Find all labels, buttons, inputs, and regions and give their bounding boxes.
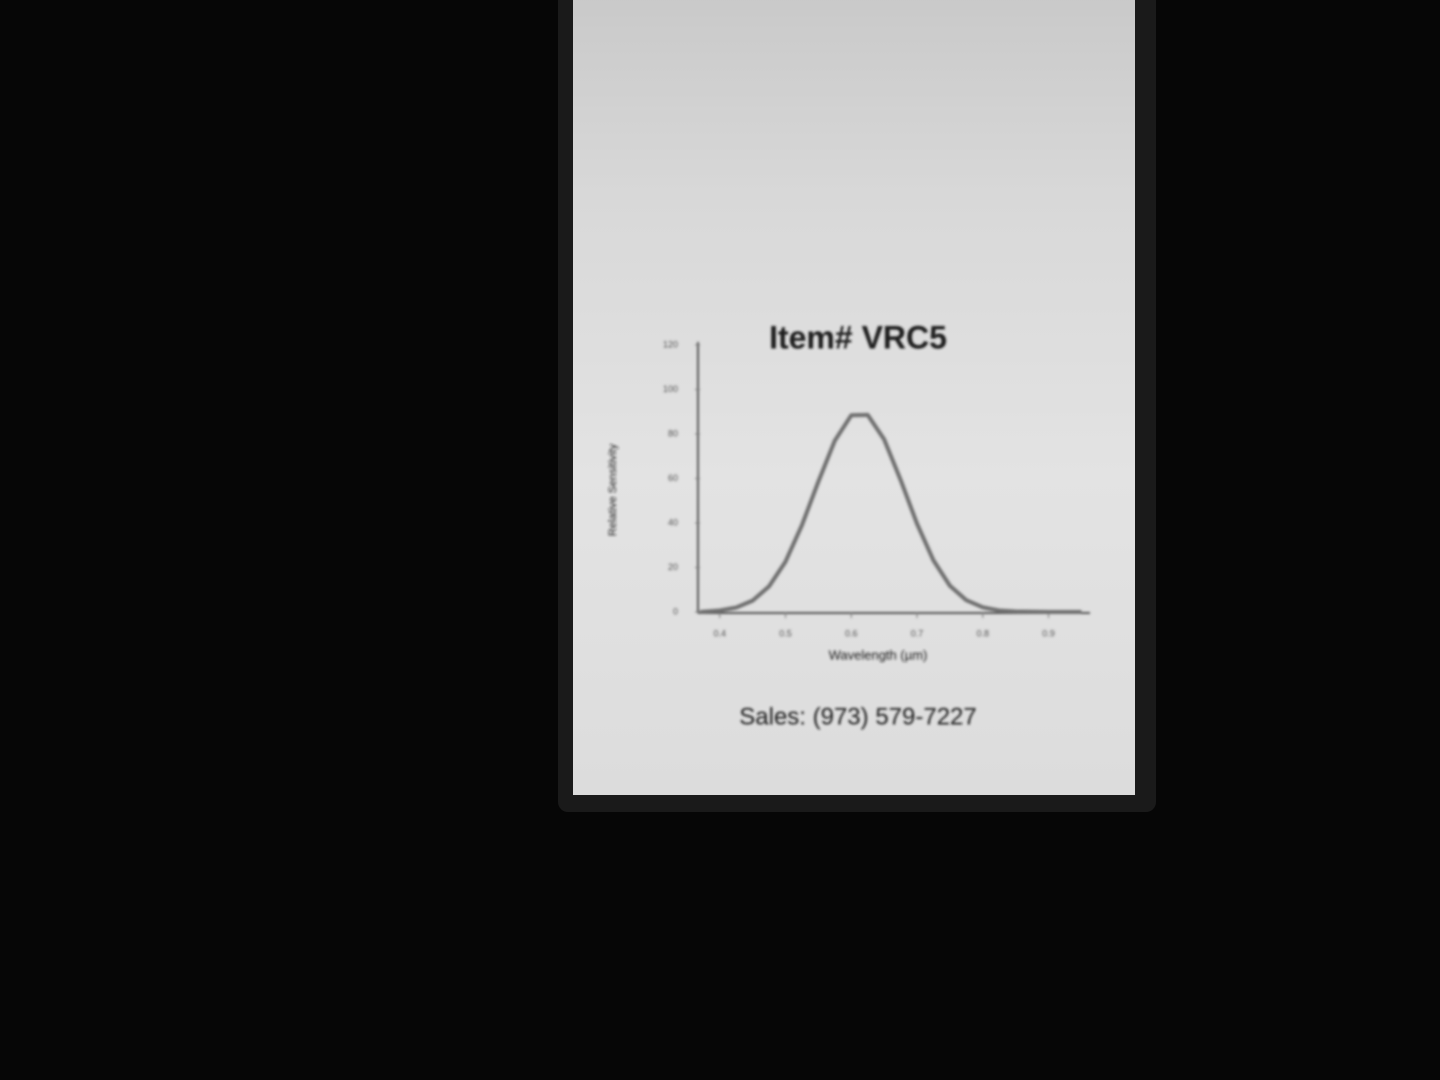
x-tick-label: 0.9 — [1042, 628, 1055, 638]
sales-phone: Sales: (973) 579-7227 — [739, 703, 977, 730]
y-tick-label: 100 — [663, 384, 678, 394]
sensitivity-curve — [699, 412, 1082, 614]
x-tick-label: 0.7 — [911, 628, 924, 638]
y-axis-label: Relative Sensitivity — [607, 443, 619, 536]
chart-title: Item# VRC5 — [769, 319, 947, 355]
x-axis-label: Wavelength (µm) — [829, 647, 928, 662]
y-tick-label: 120 — [663, 339, 678, 349]
y-tick-label: 80 — [668, 428, 678, 438]
card — [573, 0, 1135, 795]
y-tick-label: 60 — [668, 473, 678, 483]
x-tick-label: 0.5 — [779, 628, 792, 638]
y-tick-label: 40 — [668, 517, 678, 527]
x-tick-label: 0.6 — [845, 628, 858, 638]
x-tick-label: 0.4 — [713, 628, 726, 638]
chart: Item# VRC5 Relative Sensitivity Waveleng… — [607, 319, 1090, 662]
x-tick-label: 0.8 — [977, 628, 990, 638]
y-tick-label: 20 — [668, 562, 678, 572]
y-tick-label: 0 — [673, 606, 678, 616]
